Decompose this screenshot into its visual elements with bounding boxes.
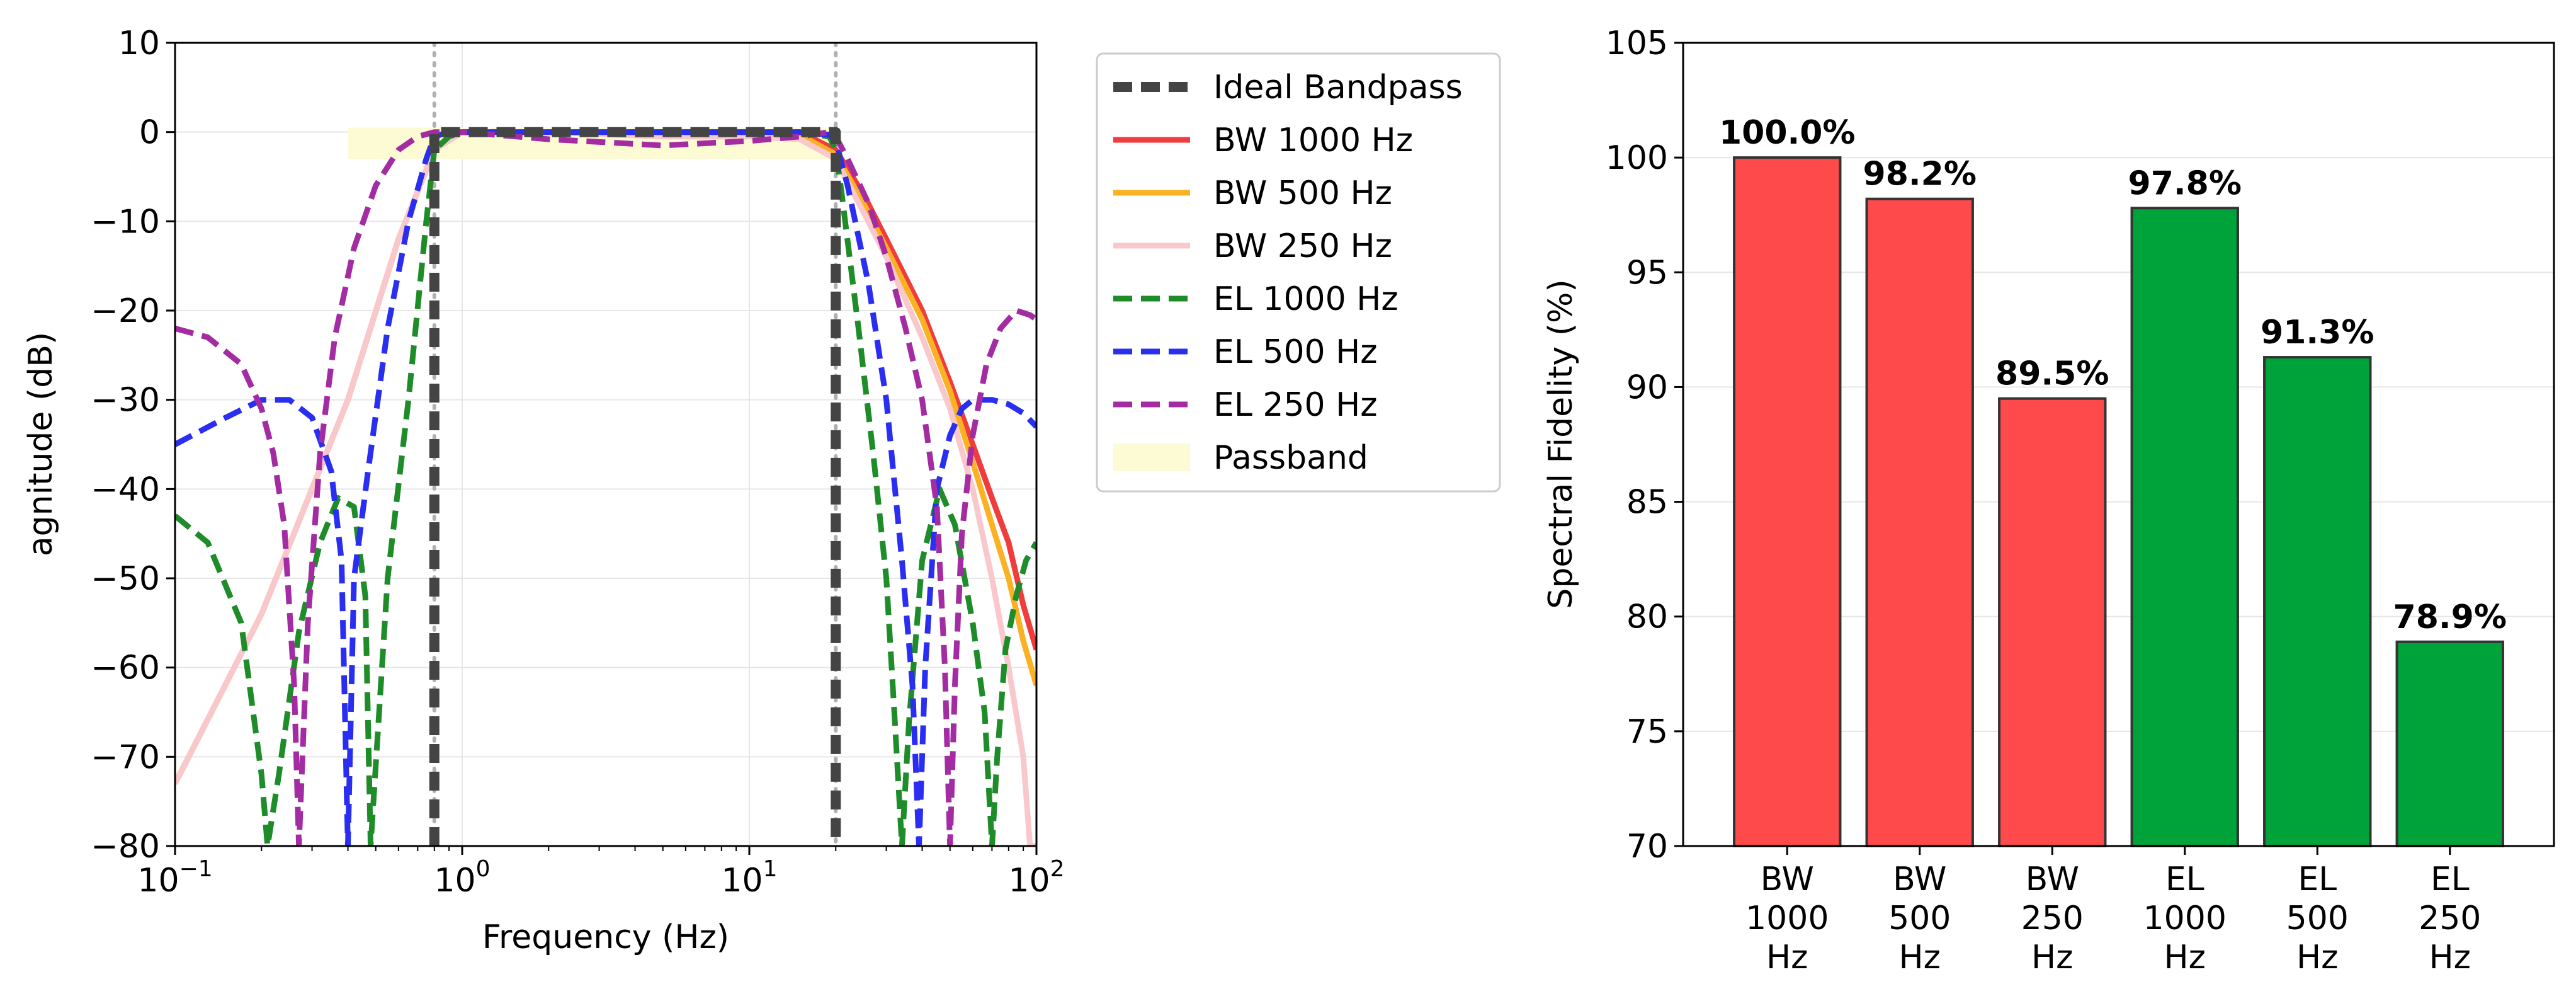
bar-value-label: 78.9%: [2393, 598, 2507, 636]
legend-item-el-1000-hz: EL 1000 Hz: [1113, 280, 1399, 318]
bar-el-1000-hz: [2130, 207, 2239, 847]
right-x-tick-label: BW 500 Hz: [1888, 861, 1951, 976]
right-x-ticks: BW 1000 Hz BW 500 Hz BW 250 Hz EL 1000 Hz EL 500 Hz EL 2…: [1745, 846, 2481, 976]
bar-bw-500-hz: [1865, 197, 1974, 848]
legend-swatch: [1113, 443, 1190, 471]
left-x-ticks: 10−1 100 101 102: [137, 846, 1065, 900]
legend-label: BW 1000 Hz: [1213, 122, 1413, 159]
legend-label: Passband: [1213, 439, 1368, 477]
right-bars: 100.0%98.2% 89.5% 97.8% 91.3% 78.9%: [1719, 114, 2507, 848]
bar-value-label: 91.3%: [2261, 314, 2374, 352]
left-x-tick-label: 10−1: [137, 856, 212, 900]
right-y-ticks: 105 100 95 90 85 80 75 70: [1606, 25, 1683, 866]
right-y-tick-label: 90: [1626, 369, 1668, 406]
right-y-tick-label: 70: [1626, 828, 1668, 866]
right-y-tick-label: 105: [1606, 25, 1668, 62]
left-y-ticks: 10 0 −10 −20 −30 −40 −50 −60 −70 −80: [91, 25, 175, 866]
right-x-tick-label: EL 500 Hz: [2286, 861, 2349, 976]
left-x-axis-label: Frequency (Hz): [482, 918, 729, 956]
legend-item-bw-250-hz: BW 250 Hz: [1113, 227, 1392, 265]
bar-bw-1000-hz: [1733, 156, 1842, 848]
left-y-tick-label: −30: [91, 382, 160, 420]
left-y-tick-label: −20: [91, 292, 160, 330]
legend-item-el-500-hz: EL 500 Hz: [1113, 333, 1378, 371]
legend-label: Ideal Bandpass: [1213, 69, 1463, 106]
right-y-tick-label: 100: [1606, 139, 1668, 177]
right-y-tick-label: 75: [1626, 713, 1668, 751]
right-y-tick-label: 85: [1626, 484, 1668, 522]
frequency-response-chart: 100−10−20−30−40−50−60−70−80 10−1 100 101 10…: [22, 25, 1501, 956]
right-x-tick-label: BW 250 Hz: [2021, 861, 2084, 976]
bar-value-label: 89.5%: [1995, 355, 2109, 393]
legend-label: EL 250 Hz: [1213, 386, 1378, 424]
legend-item-ideal-bandpass: Ideal Bandpass: [1113, 69, 1463, 106]
left-y-tick-label: 10: [118, 25, 160, 62]
legend-frame: [1096, 52, 1501, 493]
right-y-axis-label: Spectral Fidelity (%): [1542, 279, 1580, 609]
left-y-tick-label: −50: [91, 560, 160, 598]
bar-el-250-hz: [2395, 640, 2504, 847]
series-line-ideal-bandpass: [429, 127, 841, 846]
legend-item-bw-500-hz: BW 500 Hz: [1113, 174, 1392, 212]
left-x-tick-label: 101: [721, 856, 777, 900]
left-plot-area: [175, 43, 1036, 846]
left-y-tick-label: −70: [91, 738, 160, 776]
right-y-tick-label: 95: [1626, 254, 1668, 292]
legend-label: BW 500 Hz: [1213, 174, 1392, 212]
legend-label: EL 500 Hz: [1213, 333, 1378, 371]
bar-value-label: 100.0%: [1719, 114, 1856, 152]
bar-bw-250-hz: [1998, 397, 2107, 847]
left-axes-frame: [174, 42, 1038, 847]
right-x-tick-label: BW 1000 Hz: [1745, 861, 1829, 976]
legend: Ideal Bandpass BW 1000 Hz BW 500 Hz BW 250 …: [1096, 52, 1501, 493]
legend-item-el-250-hz: EL 250 Hz: [1113, 386, 1378, 424]
right-x-tick-label: EL 250 Hz: [2419, 861, 2481, 976]
legend-item-passband: Passband: [1113, 439, 1368, 477]
left-x-tick-label: 102: [1008, 856, 1064, 900]
left-y-tick-label: −80: [91, 828, 160, 866]
series-line-el-250-hz: [175, 129, 1036, 846]
left-y-tick-label: −60: [91, 649, 160, 687]
left-y-tick-label: 0: [139, 114, 160, 152]
left-y-tick-label: −40: [91, 471, 160, 508]
bar-value-label: 98.2%: [1863, 156, 1977, 193]
legend-item-bw-1000-hz: BW 1000 Hz: [1113, 122, 1413, 159]
legend-label: BW 250 Hz: [1213, 227, 1392, 265]
right-x-tick-label: EL 1000 Hz: [2143, 861, 2227, 976]
left-y-tick-label: −10: [91, 203, 160, 241]
legend-label: EL 1000 Hz: [1213, 280, 1399, 318]
right-y-tick-label: 80: [1626, 598, 1668, 636]
right-axes-frame: [1682, 42, 2555, 847]
left-y-axis-label: agnitude (dB): [22, 332, 60, 556]
bar-value-label: 97.8%: [2128, 164, 2242, 202]
spectral-fidelity-chart: 100.0%98.2% 89.5% 97.8% 91.3% 78.9% 105 100 95…: [1542, 25, 2555, 976]
bar-el-500-hz: [2263, 356, 2372, 847]
left-x-tick-label: 100: [434, 856, 490, 900]
legend-items: Ideal Bandpass BW 1000 Hz BW 500 Hz BW 250 …: [1113, 69, 1463, 477]
